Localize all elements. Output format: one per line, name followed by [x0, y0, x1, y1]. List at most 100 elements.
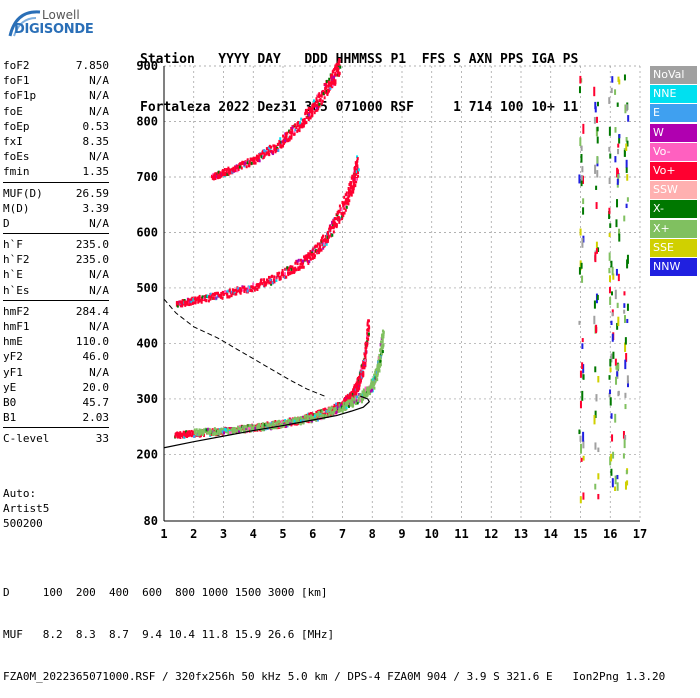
x-tick-label: 14	[544, 527, 558, 541]
interference-mark	[608, 232, 611, 237]
interference-mark	[582, 492, 585, 500]
parameter-value: 8.35	[82, 134, 110, 148]
interference-mark	[597, 473, 600, 480]
trace-point	[287, 418, 290, 422]
trace-point	[269, 278, 272, 282]
trace-point	[235, 292, 238, 296]
trace-point	[318, 92, 321, 96]
trace-point	[358, 392, 361, 396]
trace-point	[316, 108, 319, 112]
trace-point	[319, 414, 322, 418]
interference-mark	[623, 315, 626, 323]
trace-point	[239, 162, 242, 166]
trace-point	[344, 208, 347, 212]
trace-point	[238, 427, 241, 431]
trace-point	[259, 426, 262, 430]
trace-point	[338, 60, 341, 64]
trace-point	[190, 300, 193, 304]
trace-point	[331, 413, 334, 417]
interference-mark	[623, 309, 626, 314]
trace-point	[342, 401, 345, 405]
interference-mark	[580, 443, 583, 454]
trace-point	[221, 173, 224, 177]
trace-point	[365, 346, 368, 350]
trace-point	[228, 427, 231, 431]
trace-point	[336, 211, 339, 215]
trace-point	[379, 361, 382, 365]
parameter-row: fmin 1.35	[3, 164, 109, 179]
trace-point	[257, 157, 260, 161]
trace-point	[252, 157, 255, 161]
trace-point	[348, 199, 351, 203]
trace-point	[198, 430, 201, 434]
trace-point	[271, 274, 274, 278]
trace-point	[179, 433, 182, 437]
trace-point	[264, 281, 267, 285]
trace-point	[185, 430, 188, 434]
interference-mark	[624, 392, 627, 398]
trace-point	[256, 425, 259, 429]
trace-point	[301, 263, 304, 267]
trace-point	[209, 297, 212, 301]
trace-point	[284, 267, 287, 271]
trace-point	[344, 193, 347, 197]
interference-mark	[617, 390, 620, 396]
interference-mark	[597, 447, 600, 453]
trace-point	[200, 429, 203, 433]
interference-mark	[578, 267, 581, 275]
trace-point	[302, 419, 305, 423]
interference-mark	[624, 342, 627, 352]
trace-point	[324, 234, 327, 238]
parameter-row: foF1 N/A	[3, 73, 109, 88]
interference-mark	[616, 474, 619, 480]
interference-mark	[626, 254, 629, 264]
trace-point	[252, 282, 255, 286]
trace-point	[220, 291, 223, 295]
trace-point	[373, 373, 376, 377]
station-header: Station YYYY DAY DDD HHMMSS P1 FFS S AXN…	[140, 20, 578, 132]
trace-point	[289, 265, 292, 269]
trace-point	[327, 82, 330, 86]
parameter-value: N/A	[89, 89, 109, 103]
trace-point	[364, 395, 367, 399]
legend-item: NNE	[650, 85, 697, 104]
interference-mark	[581, 175, 584, 184]
profile-line	[163, 395, 371, 449]
trace-point	[327, 84, 330, 88]
trace-point	[382, 335, 385, 339]
trace-point	[264, 283, 267, 287]
trace-point	[196, 429, 199, 433]
trace-point	[293, 269, 296, 273]
trace-point	[297, 258, 300, 262]
trace-point	[218, 432, 221, 436]
trace-point	[358, 386, 361, 390]
trace-point	[364, 353, 367, 357]
trace-point	[288, 135, 291, 139]
trace-point	[345, 395, 348, 399]
interference-mark	[578, 429, 581, 435]
trace-point	[315, 249, 318, 253]
trace-point	[332, 221, 335, 225]
interference-mark	[580, 262, 583, 269]
trace-point	[332, 230, 335, 234]
trace-point	[236, 289, 239, 293]
trace-point	[283, 141, 286, 145]
trace-point	[237, 289, 240, 293]
trace-point	[286, 421, 289, 425]
trace-point	[341, 410, 344, 414]
trace-point	[292, 418, 295, 422]
trace-point	[360, 400, 363, 404]
trace-point	[310, 414, 313, 418]
legend-item: X-	[650, 200, 697, 219]
trace-point	[249, 285, 252, 289]
trace-point	[258, 422, 261, 426]
interference-mark	[580, 175, 583, 181]
trace-point	[366, 341, 369, 345]
interference-mark	[595, 394, 598, 402]
trace-point	[339, 65, 342, 69]
auto-program: Artist5	[3, 502, 50, 515]
trace-point	[267, 150, 270, 154]
parameter-name: D	[3, 216, 10, 230]
trace-point	[338, 220, 341, 224]
trace-point	[334, 79, 337, 83]
